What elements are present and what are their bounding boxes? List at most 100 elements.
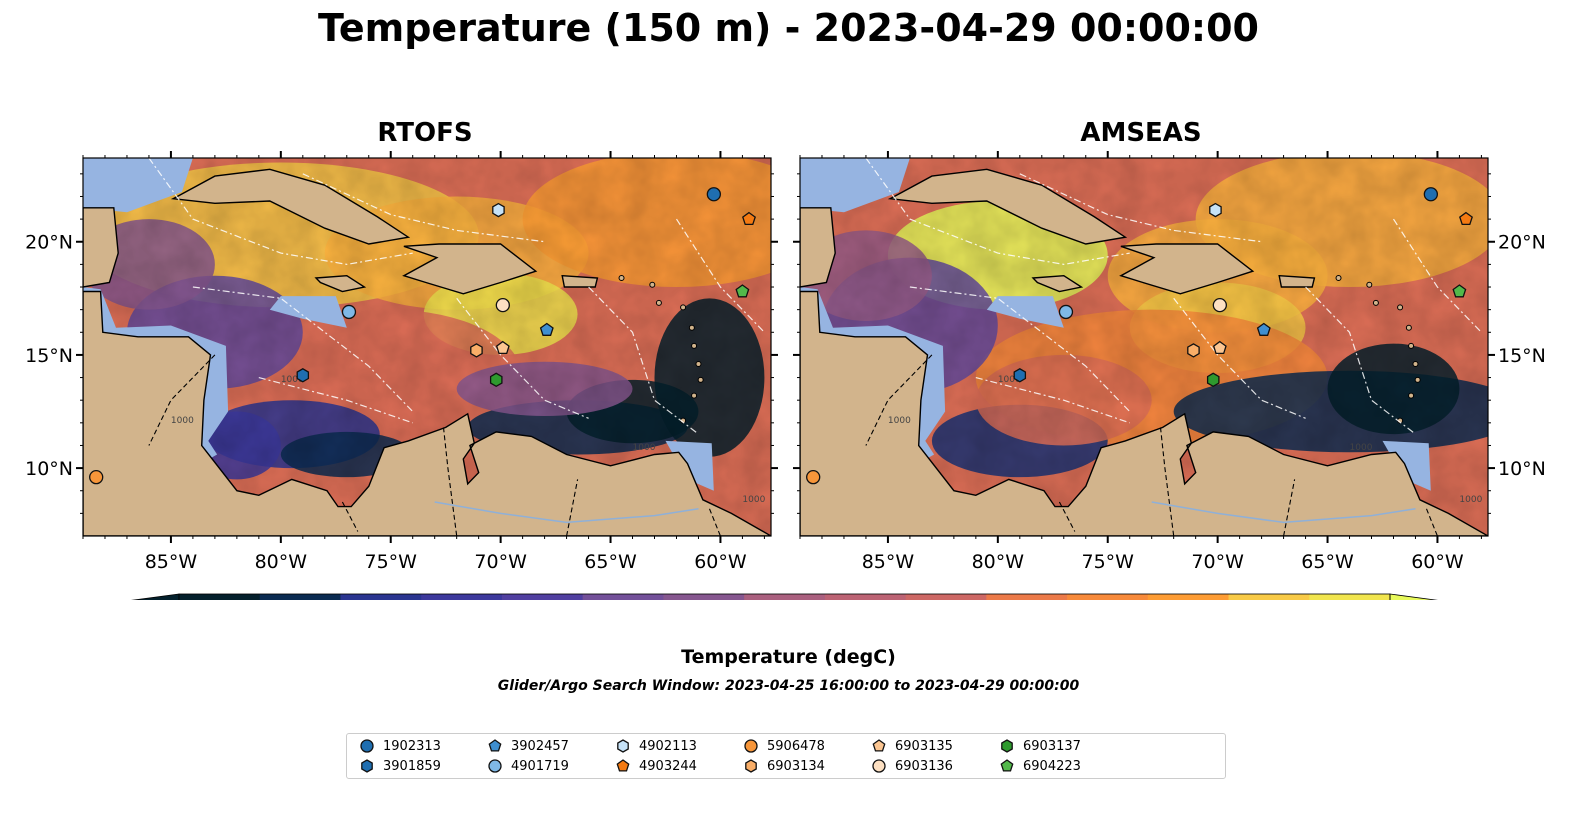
legend-label: 4903244 — [639, 758, 697, 774]
lat-tick-label: 20°N — [25, 232, 73, 254]
legend-marker — [1001, 739, 1013, 753]
eez-boundary — [975, 377, 1130, 424]
lon-tick-label: 75°W — [1081, 551, 1134, 573]
float-marker-6903134 — [1187, 343, 1200, 358]
colorbar-segment — [340, 594, 422, 600]
colorbar-segment — [1228, 594, 1310, 600]
hexagon-marker-icon — [617, 739, 629, 753]
colorbar-segment — [663, 594, 745, 600]
float-marker-4902113 — [1209, 202, 1222, 218]
colorbar-segment — [744, 594, 826, 600]
amseas-map: 1000 1000 1000 1000 85°W 80°W 75°W 70°W 65°W 60°W… — [793, 151, 1546, 573]
map-frame — [82, 157, 772, 537]
legend-label: 6904223 — [1023, 758, 1081, 774]
colorbar-segment — [905, 594, 987, 600]
island — [1408, 342, 1415, 349]
float-marker-4901719 — [341, 304, 357, 320]
colorbar-label: Temperature (degC) — [681, 646, 896, 668]
float-marker-1902313 — [1423, 187, 1438, 202]
colorbar-segment — [179, 594, 261, 600]
search-window-text: Glider/Argo Search Window: 2023-04-25 16… — [497, 678, 1080, 694]
lon-tick-label: 80°W — [972, 551, 1025, 573]
legend-item-4902113: 4902113 — [615, 737, 697, 755]
pentagon-marker-icon — [872, 739, 886, 752]
country-border — [341, 501, 359, 532]
legend-label: 4901719 — [511, 758, 569, 774]
legend-item-3901859: 3901859 — [359, 757, 441, 775]
map-figure: 1000 1000 1000 1000 85°W 80°W 75°W 70°W 65°W 60°W… — [25, 151, 1546, 600]
gulf-shelf — [83, 158, 193, 213]
lat-tick-label: 20°N — [1498, 232, 1546, 254]
float-marker-6903135 — [1212, 340, 1227, 355]
isobath-label: 1000 — [1350, 443, 1373, 453]
legend-marker — [1000, 759, 1014, 772]
pentagon-marker-icon — [488, 739, 502, 752]
legend-item-6903136: 6903136 — [871, 757, 953, 775]
colorbar-segment — [501, 594, 584, 600]
eez-boundary — [675, 218, 765, 333]
eez-boundary — [1019, 173, 1262, 243]
legend-item-5906478: 5906478 — [743, 737, 825, 755]
river — [434, 501, 699, 524]
eez-boundary — [148, 158, 413, 266]
lon-tick-label: 60°W — [694, 551, 747, 573]
country-border — [148, 354, 216, 446]
legend-item-6903135: 6903135 — [871, 737, 953, 755]
land-cuba — [887, 168, 1128, 245]
lon-tick-label: 70°W — [474, 551, 527, 573]
lon-tick-label: 65°W — [584, 551, 637, 573]
legend-marker — [616, 759, 630, 772]
eez-boundary — [865, 158, 1130, 266]
circle-marker-icon — [744, 739, 758, 753]
lon-tick-label: 65°W — [1301, 551, 1354, 573]
colorbar-extend-high — [1389, 593, 1439, 600]
legend-marker — [617, 739, 629, 753]
legend-marker — [744, 739, 758, 753]
colorbar-segment — [421, 594, 503, 600]
land-cuba — [170, 168, 411, 245]
isobath-label: 1000 — [281, 375, 304, 385]
gulf-shelf — [800, 158, 910, 213]
legend-item-3902457: 3902457 — [487, 737, 569, 755]
lon-tick-label: 75°W — [364, 551, 417, 573]
island — [691, 392, 698, 399]
country-border — [865, 354, 933, 446]
river — [1151, 501, 1416, 524]
float-marker-4903244 — [742, 211, 756, 226]
float-marker-3901859 — [1013, 368, 1027, 383]
isobath-label: 1000 — [742, 495, 765, 505]
country-border — [1159, 427, 1175, 536]
eez-boundary — [1173, 297, 1306, 419]
lat-tick-label: 15°N — [1498, 345, 1546, 367]
shallow-shelf — [269, 296, 347, 328]
float-legend: 1902313 3901859 3902457 4901719 4902113 49032… — [346, 733, 1226, 779]
float-marker-6903136 — [495, 297, 510, 313]
island — [1414, 376, 1421, 383]
isobath-label: 1000 — [1459, 495, 1482, 505]
isobath-label: 1000 — [633, 443, 656, 453]
country-border — [1425, 508, 1438, 536]
country-border — [566, 479, 579, 536]
island — [695, 360, 702, 367]
island — [680, 304, 687, 311]
eez-boundary — [588, 286, 699, 435]
island — [649, 281, 656, 288]
land-pr — [1278, 274, 1316, 288]
lon-tick-label: 80°W — [255, 551, 308, 573]
country-border — [442, 427, 458, 536]
colorbar-extend-low — [130, 593, 180, 600]
island — [1408, 392, 1415, 399]
colorbar-frame — [178, 593, 1391, 600]
shallow-shelf — [986, 296, 1064, 328]
island — [1397, 304, 1404, 311]
legend-item-6904223: 6904223 — [999, 757, 1081, 775]
island — [1335, 274, 1342, 281]
legend-marker — [745, 759, 757, 773]
lat-tick-label: 10°N — [25, 458, 73, 480]
panel-title-rtofs: RTOFS — [377, 118, 473, 148]
eez-boundary — [456, 297, 589, 419]
legend-label: 6903137 — [1023, 738, 1081, 754]
legend-label: 3901859 — [383, 758, 441, 774]
land-centralAm — [83, 290, 771, 536]
legend-label: 6903135 — [895, 738, 953, 754]
